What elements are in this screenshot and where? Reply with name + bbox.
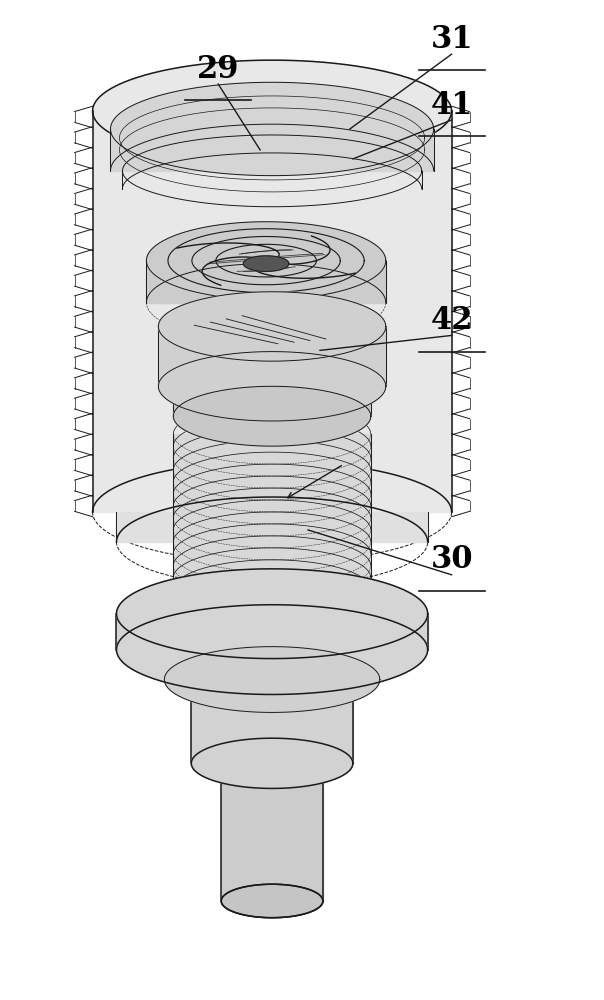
Polygon shape <box>158 352 386 421</box>
Polygon shape <box>221 884 323 918</box>
Polygon shape <box>173 386 371 446</box>
Polygon shape <box>164 650 380 680</box>
Polygon shape <box>111 82 434 176</box>
Polygon shape <box>243 256 289 271</box>
Polygon shape <box>92 111 452 512</box>
Polygon shape <box>221 763 323 901</box>
Text: 42: 42 <box>431 305 473 336</box>
Polygon shape <box>173 434 371 602</box>
Text: 41: 41 <box>431 90 473 121</box>
Polygon shape <box>158 292 386 361</box>
Polygon shape <box>146 261 386 303</box>
Polygon shape <box>111 129 434 171</box>
Text: 31: 31 <box>431 24 473 55</box>
Polygon shape <box>158 326 386 386</box>
Polygon shape <box>146 222 386 300</box>
Polygon shape <box>221 884 323 918</box>
Polygon shape <box>191 738 353 788</box>
Polygon shape <box>117 614 428 650</box>
Text: 30: 30 <box>431 544 473 575</box>
Text: 29: 29 <box>197 54 239 85</box>
Polygon shape <box>173 386 371 416</box>
Polygon shape <box>117 512 428 542</box>
Polygon shape <box>117 605 428 694</box>
Polygon shape <box>92 60 452 162</box>
Polygon shape <box>164 647 380 712</box>
Polygon shape <box>191 680 353 763</box>
Polygon shape <box>117 569 428 659</box>
